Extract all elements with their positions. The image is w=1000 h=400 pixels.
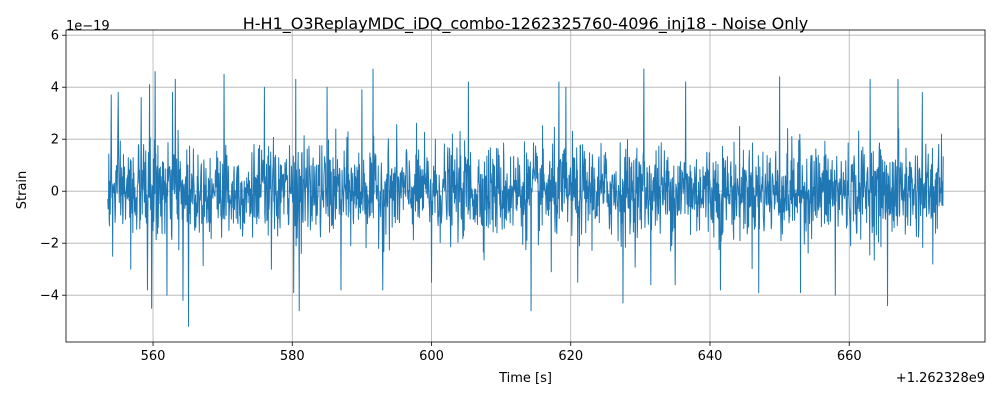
- plot-frame: [65, 29, 986, 343]
- y-tick-label: 6: [51, 29, 59, 44]
- x-tick-label: 560: [141, 349, 166, 364]
- y-tick-label: 2: [51, 133, 59, 148]
- y-scale-label: 1e−19: [66, 19, 110, 34]
- y-axis-ticks: −4 −2 0 2 4 6: [40, 29, 66, 304]
- y-tick-label: 0: [51, 185, 59, 200]
- x-tick-label: 640: [698, 349, 723, 364]
- y-tick-label: −2: [40, 237, 59, 252]
- chart-title: H-H1_O3ReplayMDC_iDQ_combo-1262325760-40…: [243, 14, 809, 34]
- strain-series-line: [107, 68, 944, 327]
- y-axis-label: Strain: [15, 171, 30, 210]
- x-axis-label: Time [s]: [498, 371, 552, 386]
- x-tick-label: 620: [558, 349, 583, 364]
- x-tick-label: 580: [280, 349, 305, 364]
- y-tick-label: −4: [40, 289, 59, 304]
- data-series: [107, 68, 944, 327]
- x-axis-ticks: 560 580 600 620 640 660: [141, 342, 862, 364]
- x-tick-label: 660: [837, 349, 862, 364]
- x-tick-label: 600: [419, 349, 444, 364]
- x-offset-label: +1.262328e9: [896, 371, 985, 386]
- y-tick-label: 4: [51, 81, 59, 96]
